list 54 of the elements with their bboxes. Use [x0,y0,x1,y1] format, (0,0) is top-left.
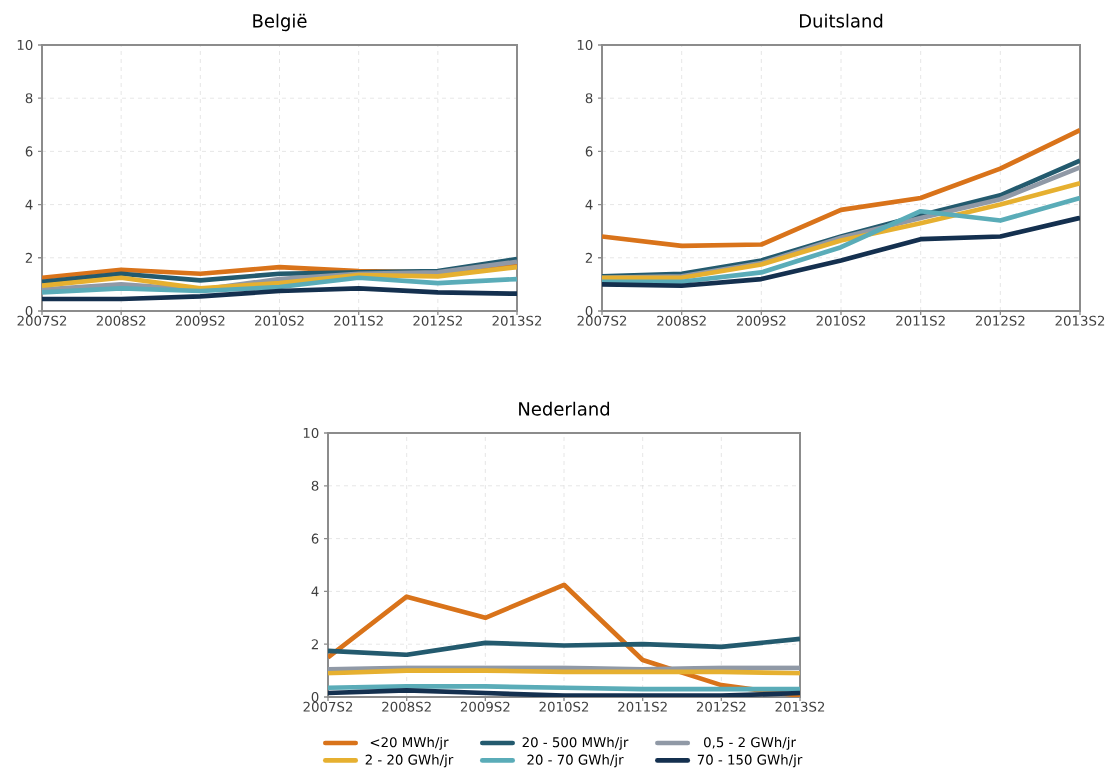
legend-label: 70 - 150 GWh/jr [697,754,803,768]
x-tick-label: 2009S2 [175,315,225,326]
legend-label: <20 MWh/jr [370,736,449,750]
x-tick-label: 2011S2 [896,315,945,326]
chart-title: Duitsland [800,13,883,28]
y-tick-label: 0 [585,306,593,317]
x-tick-label: 2009S2 [736,315,786,326]
y-tick-label: 10 [577,40,593,51]
line-series [42,275,518,295]
y-tick-label: 2 [311,639,318,650]
legend-label: 20 - 500 MWh/jr [522,736,629,750]
x-tick-label: 2013S2 [775,701,825,712]
y-tick-label: 4 [585,199,593,210]
x-tick-label: 2013S2 [492,315,542,326]
legend-label: 20 - 70 GWh/jr [527,754,624,768]
x-tick-label: 2012S2 [975,315,1025,326]
y-tick-label: 6 [25,146,33,157]
x-tick-label: 2011S2 [618,701,667,712]
x-tick-label: 2010S2 [539,701,589,712]
y-tick-label: 0 [311,692,319,703]
y-tick-label: 10 [303,428,319,439]
x-tick-label: 2010S2 [255,315,304,326]
line-series [42,286,518,302]
x-tick-label: 2013S2 [1055,315,1105,326]
x-tick-label: 2010S2 [816,315,866,326]
x-tick-label: 2007S2 [303,701,353,712]
y-tick-label: 2 [25,252,32,263]
y-tick-label: 8 [25,93,33,104]
x-tick-label: 2007S2 [17,315,67,326]
legend-label: 0,5 - 2 GWh/jr [704,736,796,750]
y-tick-label: 0 [25,306,33,317]
chart-title: België [253,13,307,32]
line-series [602,127,1081,249]
y-tick-label: 6 [311,533,319,544]
x-tick-label: 2008S2 [657,315,706,326]
x-tick-label: 2012S2 [696,701,746,712]
legend-label: 2 - 20 GWh/jr [365,754,454,768]
x-tick-label: 2007S2 [577,315,627,326]
x-tick-label: 2008S2 [96,315,146,326]
y-tick-label: 8 [585,93,593,104]
x-tick-label: 2008S2 [382,701,431,712]
x-tick-label: 2011S2 [334,315,383,326]
x-tick-label: 2012S2 [413,315,462,326]
y-tick-label: 6 [585,146,593,157]
line-series [602,215,1081,289]
chart-title: Nederland [519,401,610,416]
y-tick-label: 10 [17,40,33,51]
y-tick-label: 4 [311,586,319,597]
y-tick-label: 2 [585,252,592,263]
x-tick-label: 2009S2 [460,701,510,712]
y-tick-label: 8 [311,480,319,491]
line-series [602,195,1081,285]
y-tick-label: 4 [25,199,33,210]
line-series [328,636,801,658]
